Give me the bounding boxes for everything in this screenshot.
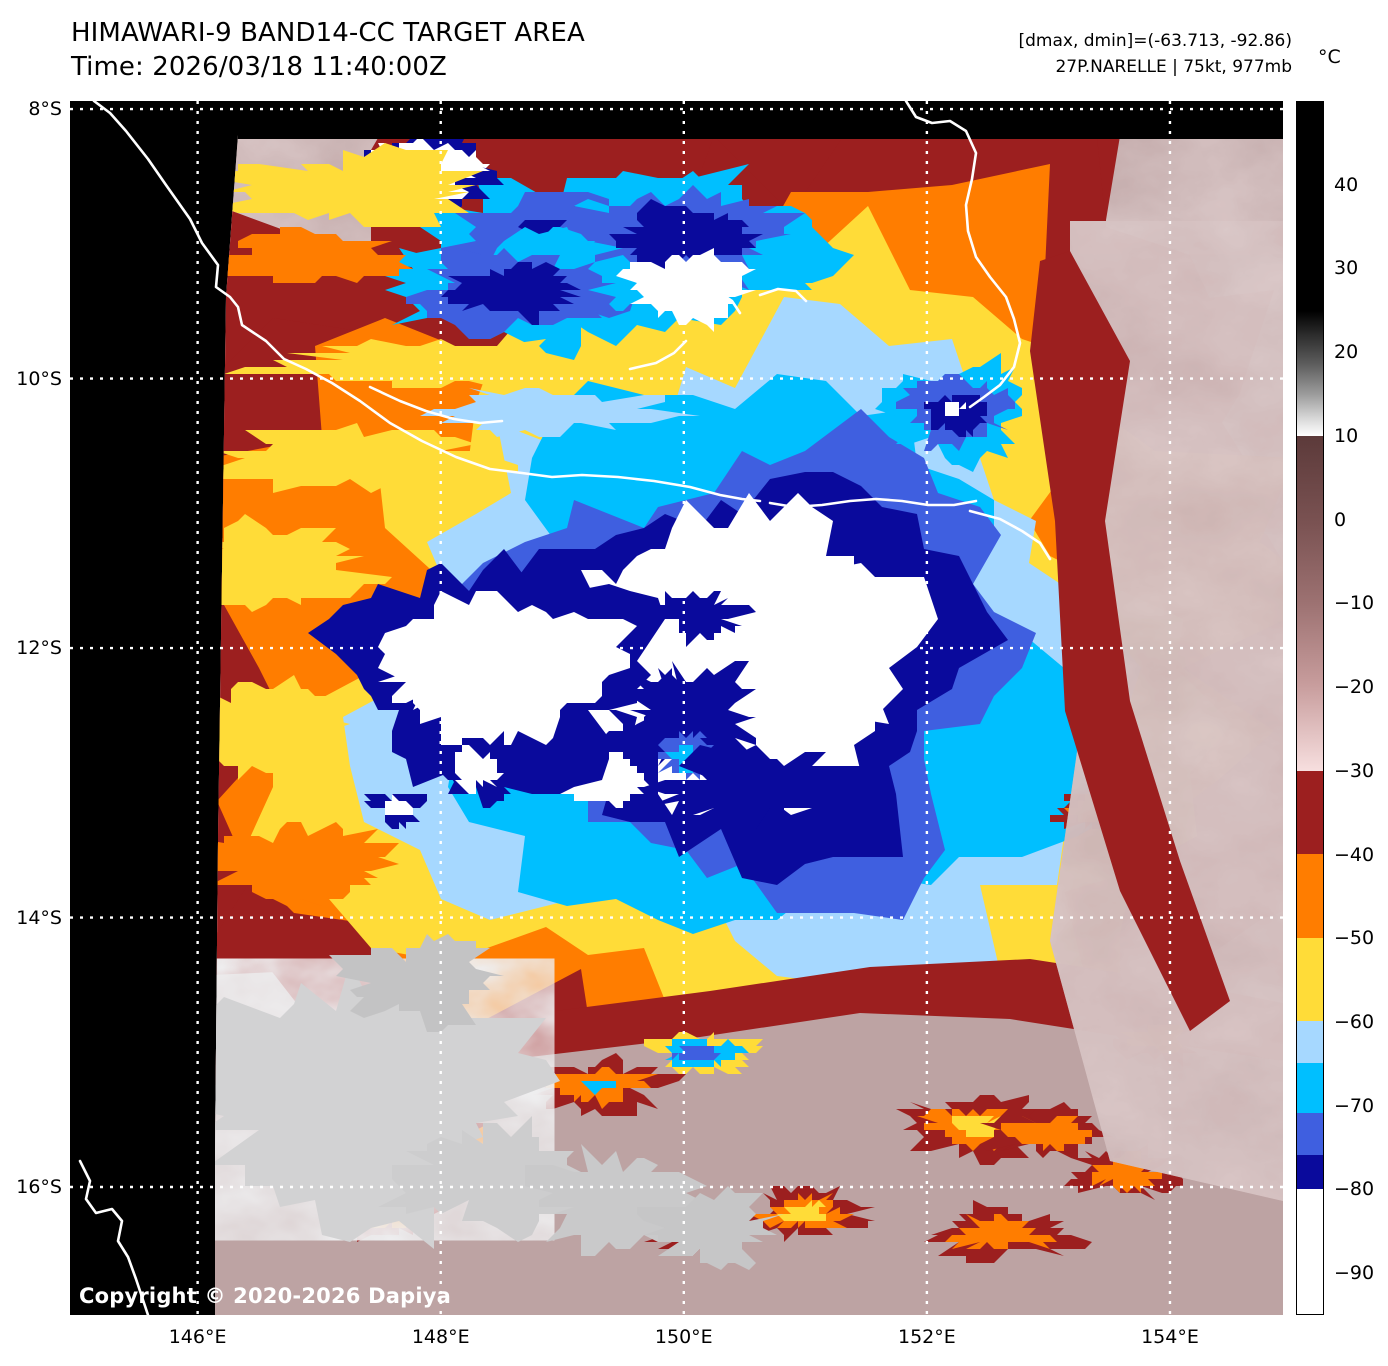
nw-streak-4 [215,423,518,493]
colorbar-unit-label: °C [1318,46,1341,68]
coastline-path-1 [904,101,1022,409]
colorbar-segment [1297,937,1323,1022]
low-cloud-gray-e [329,934,504,1032]
colorbar-segment [1297,102,1323,311]
colorbar-tick-label: −50 [1334,927,1375,950]
x-axis-tick-label: 152°E [897,1326,956,1348]
north-band-white [616,248,756,332]
colorbar-tick-label: 30 [1334,257,1359,280]
colorbar-segment [1297,310,1323,437]
gridlines [70,101,1283,1315]
colorbar-tick-label: 40 [1334,173,1359,196]
coastline-path-7 [682,289,742,315]
se-cell-orange-1 [1001,1116,1092,1151]
colorbar-segment [1297,854,1323,938]
cdo-navy-notch-s [644,745,882,829]
ne-cell-white [938,402,966,423]
x-axis-tick-label: 146°E [168,1326,227,1348]
colorbar-tick-label: 0 [1334,508,1347,531]
low-cloud-gray-d [637,1186,784,1270]
north-band-navy-1 [609,199,763,269]
x-axis-tick-label: 154°E [1141,1326,1199,1348]
nw-streak-7 [215,822,399,906]
y-axis-tick-label: 16°S [16,1175,62,1198]
west-cluster-white-b [378,647,483,717]
colorbar-segment [1297,1113,1323,1156]
colorbar-segment [1297,1155,1323,1189]
colorbar-tick-label: −60 [1334,1010,1375,1033]
y-axis-tick-label: 12°S [16,637,62,660]
se-cell-cyan-8 [581,1081,616,1095]
colorbar-tick-label: −20 [1334,676,1375,699]
colorbar-tick-label: −30 [1334,759,1375,782]
colorbar-segment [1297,770,1323,855]
nw-streak-6 [215,675,350,780]
west-cluster-white-s [448,745,504,794]
eye-navy-b [630,668,721,724]
colorbar-segment [1297,436,1323,771]
y-axis-tick-label: 10°S [16,367,62,390]
coastline-path-6 [628,339,688,371]
colorbar-tick-label: −90 [1334,1262,1375,1285]
scan-edge-top [215,135,1283,139]
colorbar-tick-label: 10 [1334,424,1359,447]
east-rim-dark-red [1030,251,1230,1031]
temperature-colorbar [1296,101,1324,1315]
ir-brightness-temperature-raster [70,101,1283,1315]
low-cloud-gray-b [378,1116,581,1242]
coastline-path-2 [768,497,978,509]
cdo-navy-notch-n [651,591,756,647]
colorbar-segment [1297,1063,1323,1114]
satellite-imagery-plot [70,101,1283,1315]
nw-streak-2 [224,339,616,388]
coastline-path-8 [758,287,808,303]
colorbar-tick-label: −70 [1334,1094,1375,1117]
se-cell-orange-2 [1085,1151,1162,1193]
coastline-path-4 [78,1159,150,1315]
se-cell-yellow-3 [777,1200,833,1221]
colorbar-tick-label: 20 [1334,341,1359,364]
sw-band-blue [672,1046,721,1060]
colorbar-tick-label: −10 [1334,592,1375,615]
copyright-label: Copyright © 2020-2026 Dapiya [79,1284,451,1308]
coastline-path-3 [968,509,1052,561]
y-axis-tick-label: 14°S [16,906,62,929]
colorbar-segment [1297,1188,1323,1314]
se-cell-yellow-0 [945,1116,1008,1137]
coastline-path-5 [368,385,504,425]
y-axis-tick-label: 8°S [28,98,62,121]
timestamp-label: Time: 2026/03/18 11:40:00Z [71,52,447,82]
se-cell-orange-4 [945,1214,1057,1249]
dmax-dmin-label: [dmax, dmin]=(-63.713, -92.86) [1018,31,1293,51]
colorbar-tick-label: −80 [1334,1178,1375,1201]
x-axis-tick-label: 148°E [411,1326,470,1348]
nw-streak-0 [215,143,483,227]
nw-streak-1 [215,227,413,283]
colorbar-tick-label: −40 [1334,843,1375,866]
ir-data-region [215,135,1283,1315]
colorbar-segment [1297,1021,1323,1064]
low-cloud-gray-c [525,1144,707,1256]
storm-info-label: 27P.NARELLE | 75kt, 977mb [1055,57,1292,77]
page-title: HIMAWARI-9 BAND14-CC TARGET AREA [71,18,585,48]
west-cluster-white-sw [378,794,413,822]
x-axis-tick-label: 150°E [654,1326,713,1348]
nw-streak-3 [420,388,700,437]
north-band-navy-2 [441,262,581,325]
coastline-path-0 [92,101,762,503]
